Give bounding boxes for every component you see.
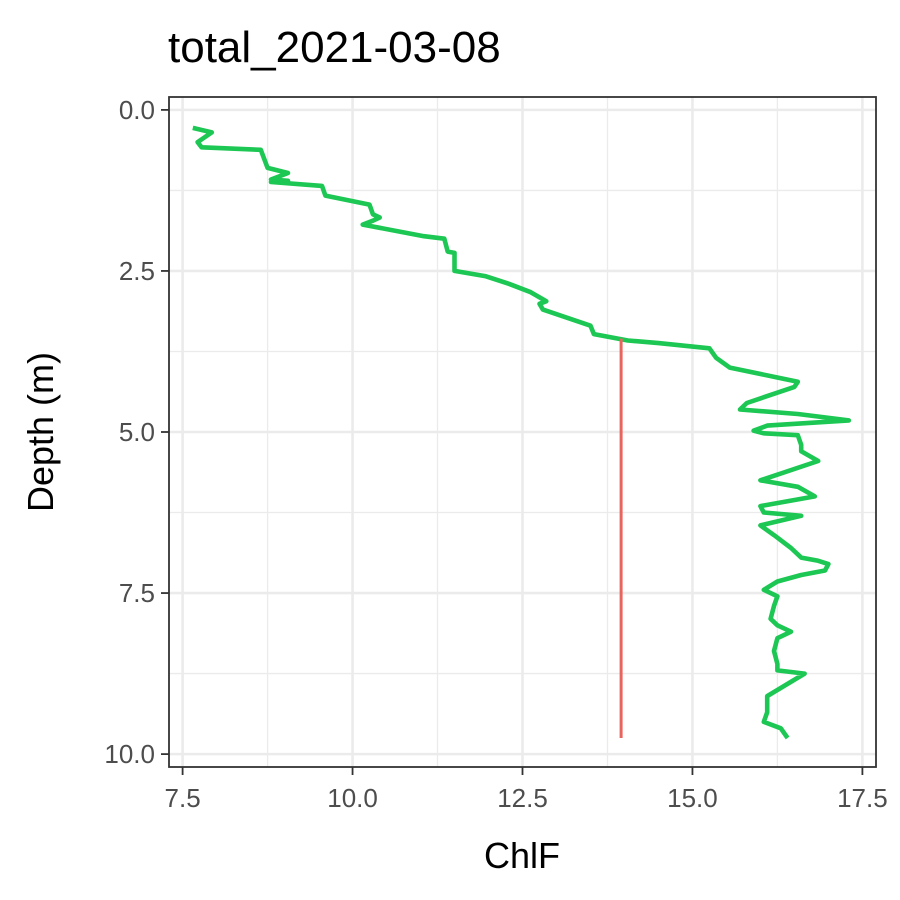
y-tick-label: 5.0 — [119, 417, 155, 447]
x-tick-label: 15.0 — [667, 783, 718, 813]
y-axis-title: Depth (m) — [20, 352, 61, 512]
x-tick-label: 10.0 — [327, 783, 378, 813]
y-tick-label: 2.5 — [119, 256, 155, 286]
y-axis: 0.0 2.5 5.0 7.5 10.0 — [104, 95, 169, 769]
x-axis-title: ChlF — [484, 835, 560, 876]
x-tick-label: 12.5 — [497, 783, 548, 813]
y-tick-label: 7.5 — [119, 578, 155, 608]
x-tick-label: 7.5 — [165, 783, 201, 813]
chlf-profile-line — [192, 125, 852, 740]
chart-title: total_2021-03-08 — [168, 23, 501, 72]
x-tick-label: 17.5 — [837, 783, 888, 813]
y-tick-label: 0.0 — [119, 95, 155, 125]
plot-panel — [168, 96, 877, 768]
x-axis: 7.5 10.0 12.5 15.0 17.5 — [165, 767, 888, 813]
y-tick-label: 10.0 — [104, 739, 155, 769]
